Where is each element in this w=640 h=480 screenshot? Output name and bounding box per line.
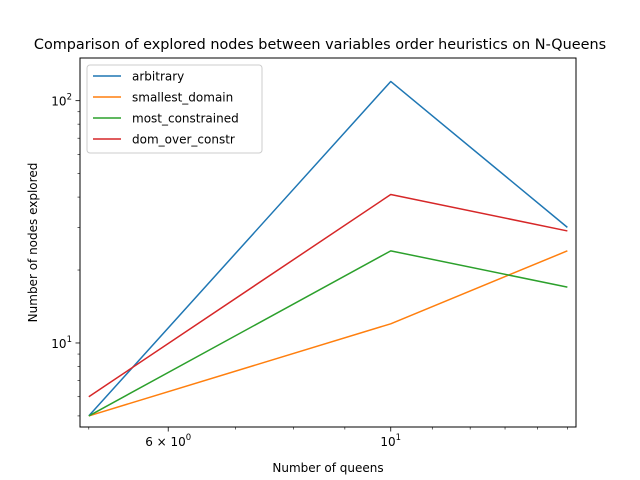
legend-box <box>86 64 263 154</box>
legend-label-smallest_domain: smallest_domain <box>132 91 233 105</box>
legend: arbitrary smallest_domain most_constrained… <box>86 64 263 154</box>
y-axis-label: Number of nodes explored <box>26 163 40 323</box>
series-line-most_constrained <box>88 250 568 417</box>
chart-title: Comparison of explored nodes between var… <box>34 37 606 53</box>
x-axis-label: Number of queens <box>272 461 383 475</box>
legend-label-most_constrained: most_constrained <box>132 112 239 126</box>
plot-frame <box>79 57 577 428</box>
plot-series <box>88 80 568 417</box>
series-line-arbitrary <box>88 80 568 417</box>
legend-label-dom_over_constr: dom_over_constr <box>132 133 235 147</box>
x-tick-label: 6 × 100 <box>145 433 191 449</box>
legend-label-arbitrary: arbitrary <box>132 70 184 84</box>
series-line-dom_over_constr <box>88 193 568 398</box>
